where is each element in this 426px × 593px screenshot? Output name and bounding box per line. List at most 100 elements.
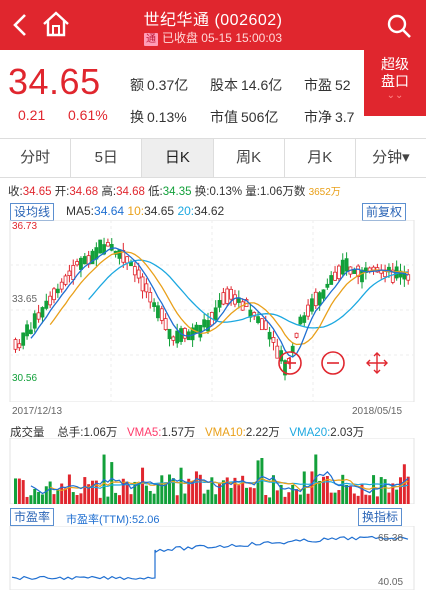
volume-bar — [248, 487, 252, 504]
candle-body — [313, 291, 318, 307]
candle-body — [213, 307, 218, 320]
volume-bar — [364, 494, 368, 504]
stock-title: 世纪华通 (002602) — [143, 12, 283, 29]
volume-bar — [337, 490, 341, 504]
switch-indicator-button[interactable]: 换指标 — [358, 508, 403, 526]
tab-5day[interactable]: 5日 — [71, 139, 143, 177]
volume-bar — [156, 483, 160, 504]
candle-body — [283, 360, 287, 376]
candle-body — [28, 329, 33, 334]
volume-bar — [352, 493, 356, 504]
price-change-pct: 0.61% — [68, 107, 108, 123]
amount-cell: 额 0.37亿 — [130, 75, 188, 95]
kline-chart[interactable] — [0, 220, 426, 402]
volume-bar — [206, 489, 210, 504]
pe-chart[interactable] — [0, 526, 426, 590]
volume-bar — [71, 492, 75, 504]
candle-body — [71, 265, 76, 280]
volume-value: 1.06万数 — [259, 186, 306, 198]
volume-bar — [399, 477, 402, 504]
volume-bar — [387, 492, 391, 504]
candle-body — [163, 318, 168, 330]
volume-bar — [333, 492, 337, 504]
volume-bar — [29, 495, 33, 504]
candle-body — [136, 269, 141, 279]
share-cap-label: 股本 — [210, 77, 238, 93]
ma5-line — [30, 247, 409, 358]
volume-bar — [298, 494, 302, 504]
open-value: 34.68 — [69, 186, 99, 198]
mkt-cap-cell: 市值 506亿 — [210, 107, 278, 127]
volume-bar — [345, 484, 349, 504]
volume-bar — [279, 484, 283, 504]
volume-bar — [67, 474, 71, 504]
volume-bar — [210, 477, 214, 504]
home-icon[interactable] — [42, 10, 70, 38]
volume-bar — [40, 494, 44, 504]
candle-body — [225, 288, 230, 304]
adjust-price-button[interactable]: 前复权 — [362, 203, 407, 221]
candle-body — [206, 320, 210, 332]
candle-body — [310, 298, 314, 312]
volume-bar — [368, 495, 372, 504]
volume-bar — [44, 486, 48, 504]
volume-bar — [233, 477, 237, 504]
share-cap-cell: 股本 14.6亿 — [210, 75, 282, 95]
chevron-left-icon[interactable] — [10, 12, 30, 38]
volume-bar — [318, 480, 322, 504]
volume-bar — [17, 478, 21, 504]
volume-bar — [106, 496, 110, 504]
volume-bar — [133, 481, 137, 504]
volume-bar — [225, 477, 229, 504]
vma10-label: VMA10: — [204, 427, 246, 439]
volume-bar — [87, 484, 91, 504]
candle-body — [67, 270, 72, 276]
volume-bar — [175, 495, 179, 504]
ma10-value: 34.65 — [144, 204, 175, 218]
candle-body — [17, 343, 22, 349]
candle-body — [344, 258, 349, 272]
move-arrows-icon[interactable] — [366, 352, 388, 374]
candle-body — [132, 266, 137, 276]
candle-body — [98, 239, 103, 254]
search-icon[interactable] — [386, 13, 412, 39]
volume-bar — [241, 475, 245, 504]
low-value: 34.35 — [162, 186, 192, 198]
turnover-value: 0.13% — [147, 109, 187, 125]
candle-body — [275, 345, 280, 359]
set-ma-button[interactable]: 设均线 — [10, 203, 55, 221]
kline-ymax: 36.73 — [12, 221, 38, 232]
ohlc-info-row: 收:34.65 开:34.68 高:34.68 低:34.35 换:0.13% … — [8, 183, 341, 199]
volume-bar — [194, 471, 198, 504]
minus-circle-icon[interactable] — [321, 351, 345, 375]
volume-bar — [137, 483, 141, 504]
super-order-book-button[interactable]: 超级 盘口 ⌄⌄ — [364, 50, 426, 116]
volume-bar — [171, 478, 175, 504]
volume-bar — [360, 483, 364, 504]
volume-bar — [187, 478, 191, 504]
amount-label: 额 — [130, 77, 144, 93]
tab-daily-k[interactable]: 日K — [142, 139, 214, 177]
candle-body — [317, 292, 322, 306]
candle-body — [302, 315, 307, 323]
volume-chart[interactable] — [0, 438, 426, 504]
volume-label: 成交量 — [10, 427, 45, 439]
pe-indicator-button[interactable]: 市盈率 — [10, 508, 55, 526]
low-label: 低: — [148, 186, 163, 198]
tab-weekly-k[interactable]: 周K — [214, 139, 285, 177]
ma10-label: 10: — [127, 204, 145, 218]
tab-monthly-k[interactable]: 月K — [285, 139, 356, 177]
candle-body — [182, 328, 187, 339]
volume-bar — [152, 493, 156, 504]
tab-minute[interactable]: 分钟▾ — [372, 149, 410, 166]
tab-intraday[interactable]: 分时 — [0, 139, 72, 177]
pe-ymax: 65.38 — [378, 533, 404, 544]
high-label: 高: — [101, 186, 117, 198]
candle-body — [229, 288, 234, 300]
volume-bar — [291, 484, 295, 504]
volume-bar — [79, 493, 83, 504]
plus-circle-icon[interactable] — [278, 351, 302, 375]
volume-bar — [268, 497, 272, 504]
volume-bar — [348, 486, 352, 504]
volume-bar — [83, 477, 87, 504]
